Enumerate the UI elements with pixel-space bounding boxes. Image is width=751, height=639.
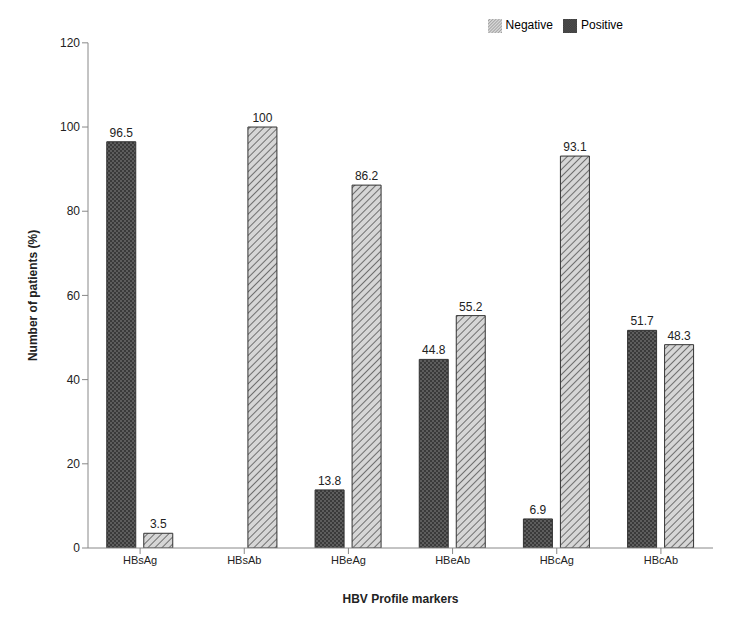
svg-text:HBcAb: HBcAb: [644, 554, 678, 566]
svg-text:HBeAb: HBeAb: [435, 554, 470, 566]
svg-text:51.7: 51.7: [630, 314, 654, 328]
svg-text:100: 100: [60, 120, 80, 134]
svg-text:13.8: 13.8: [318, 474, 342, 488]
svg-text:6.9: 6.9: [530, 503, 547, 517]
svg-text:HBsAb: HBsAb: [227, 554, 261, 566]
svg-text:100: 100: [252, 111, 272, 125]
svg-text:3.5: 3.5: [150, 517, 167, 531]
svg-text:20: 20: [67, 457, 81, 471]
svg-text:96.5: 96.5: [110, 126, 134, 140]
svg-text:HBeAg: HBeAg: [331, 554, 366, 566]
html-text:Positive: Positive: [581, 18, 623, 32]
svg-text:0: 0: [73, 541, 80, 555]
svg-text:40: 40: [67, 373, 81, 387]
svg-text:Number of patients (%): Number of patients (%): [26, 230, 40, 361]
svg-text:80: 80: [67, 204, 81, 218]
svg-text:120: 120: [60, 36, 80, 50]
svg-text:93.1: 93.1: [563, 140, 587, 154]
svg-text:HBsAg: HBsAg: [123, 554, 157, 566]
svg-text:86.2: 86.2: [355, 169, 379, 183]
svg-text:48.3: 48.3: [667, 329, 691, 343]
svg-text:44.8: 44.8: [422, 343, 446, 357]
svg-text:HBcAg: HBcAg: [540, 554, 574, 566]
html-text:Negative: Negative: [505, 18, 553, 32]
svg-text:HBV Profile markers: HBV Profile markers: [342, 592, 458, 606]
svg-text:60: 60: [67, 289, 81, 303]
svg-text:55.2: 55.2: [459, 300, 483, 314]
